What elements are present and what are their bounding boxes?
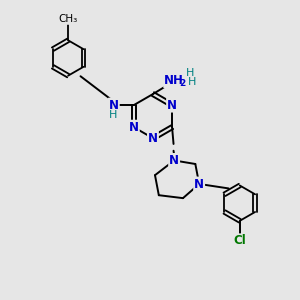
Text: N: N	[167, 99, 177, 112]
Text: 2: 2	[179, 79, 185, 88]
Text: Cl: Cl	[233, 234, 246, 247]
Text: CH₃: CH₃	[58, 14, 78, 24]
Text: NH: NH	[164, 74, 184, 87]
Text: N: N	[194, 178, 204, 190]
Text: H: H	[186, 68, 194, 78]
Text: H: H	[109, 110, 117, 119]
Text: N: N	[109, 99, 119, 112]
Text: N: N	[148, 132, 158, 145]
Text: H: H	[188, 77, 196, 87]
Text: N: N	[169, 154, 179, 167]
Text: N: N	[129, 121, 139, 134]
